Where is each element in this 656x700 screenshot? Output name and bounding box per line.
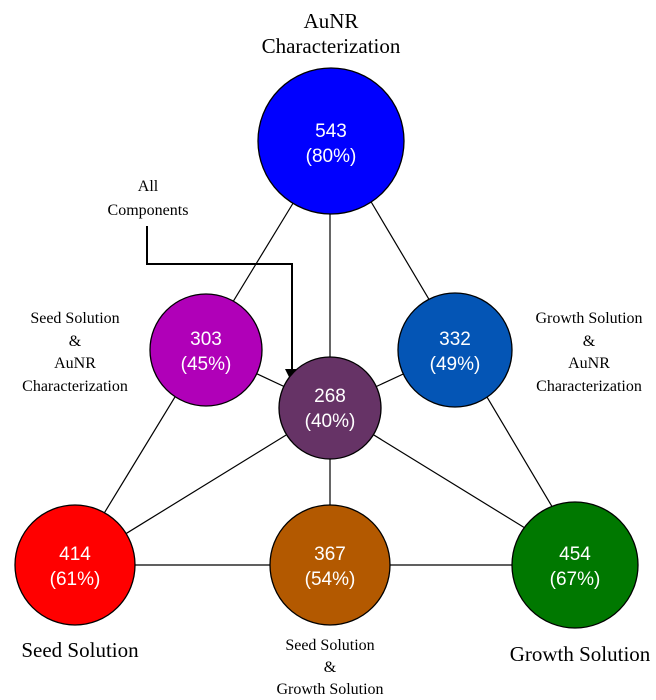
node-all: 268 (40%) [278, 356, 382, 460]
label-aunr-line-1: AuNR [304, 9, 359, 33]
label-growth-aunr-line-2: & [583, 333, 596, 350]
label-seed-growth-line-1: Seed Solution [285, 637, 374, 654]
node-seed-aunr: 303 (45%) [149, 293, 263, 407]
node-all-circle [278, 356, 382, 460]
node-aunr-percent: (80%) [306, 146, 357, 167]
node-seed-growth-percent: (54%) [305, 569, 356, 590]
label-growth-aunr-line-3: AuNR [568, 355, 610, 372]
node-seed-percent: (61%) [50, 569, 101, 590]
node-seed-aunr-percent: (45%) [181, 354, 232, 375]
node-seed-aunr-value: 303 [190, 329, 222, 350]
node-growth-value: 454 [559, 544, 591, 565]
label-all-line-2: Components [108, 202, 189, 219]
node-aunr-value: 543 [315, 121, 347, 142]
label-seed-aunr-line-4: Characterization [22, 378, 128, 395]
label-aunr-line-2: Characterization [262, 34, 401, 58]
node-growth-aunr-percent: (49%) [430, 354, 481, 375]
node-growth: 454 (67%) [511, 501, 639, 629]
label-seed-aunr-line-2: & [69, 333, 82, 350]
node-seed: 414 (61%) [14, 504, 136, 626]
labels: AuNR Characterization All Components See… [21, 9, 650, 698]
node-aunr-circle [257, 67, 405, 215]
label-seed-aunr-line-3: AuNR [54, 355, 96, 372]
label-growth-aunr-line-1: Growth Solution [535, 310, 642, 327]
node-growth-percent: (67%) [550, 569, 601, 590]
label-all-line-1: All [138, 178, 159, 195]
node-seed-circle [14, 504, 136, 626]
node-all-percent: (40%) [305, 411, 356, 432]
label-seed-growth-line-2: & [324, 659, 337, 676]
node-growth-circle [511, 501, 639, 629]
node-growth-aunr-circle [397, 292, 513, 408]
label-growth-line-1: Growth Solution [510, 642, 651, 666]
label-seed-growth-line-3: Growth Solution [276, 681, 383, 698]
node-growth-aunr: 332 (49%) [397, 292, 513, 408]
node-seed-growth: 367 (54%) [269, 504, 391, 626]
node-aunr: 543 (80%) [257, 67, 405, 215]
node-seed-aunr-circle [149, 293, 263, 407]
node-seed-growth-circle [269, 504, 391, 626]
label-seed-aunr-line-1: Seed Solution [30, 310, 119, 327]
pointer-line [146, 226, 293, 373]
node-seed-value: 414 [59, 544, 91, 565]
label-seed-line-1: Seed Solution [21, 638, 139, 662]
node-seed-growth-value: 367 [314, 544, 346, 565]
node-all-value: 268 [314, 386, 346, 407]
node-growth-aunr-value: 332 [439, 329, 471, 350]
label-growth-aunr-line-4: Characterization [536, 378, 642, 395]
